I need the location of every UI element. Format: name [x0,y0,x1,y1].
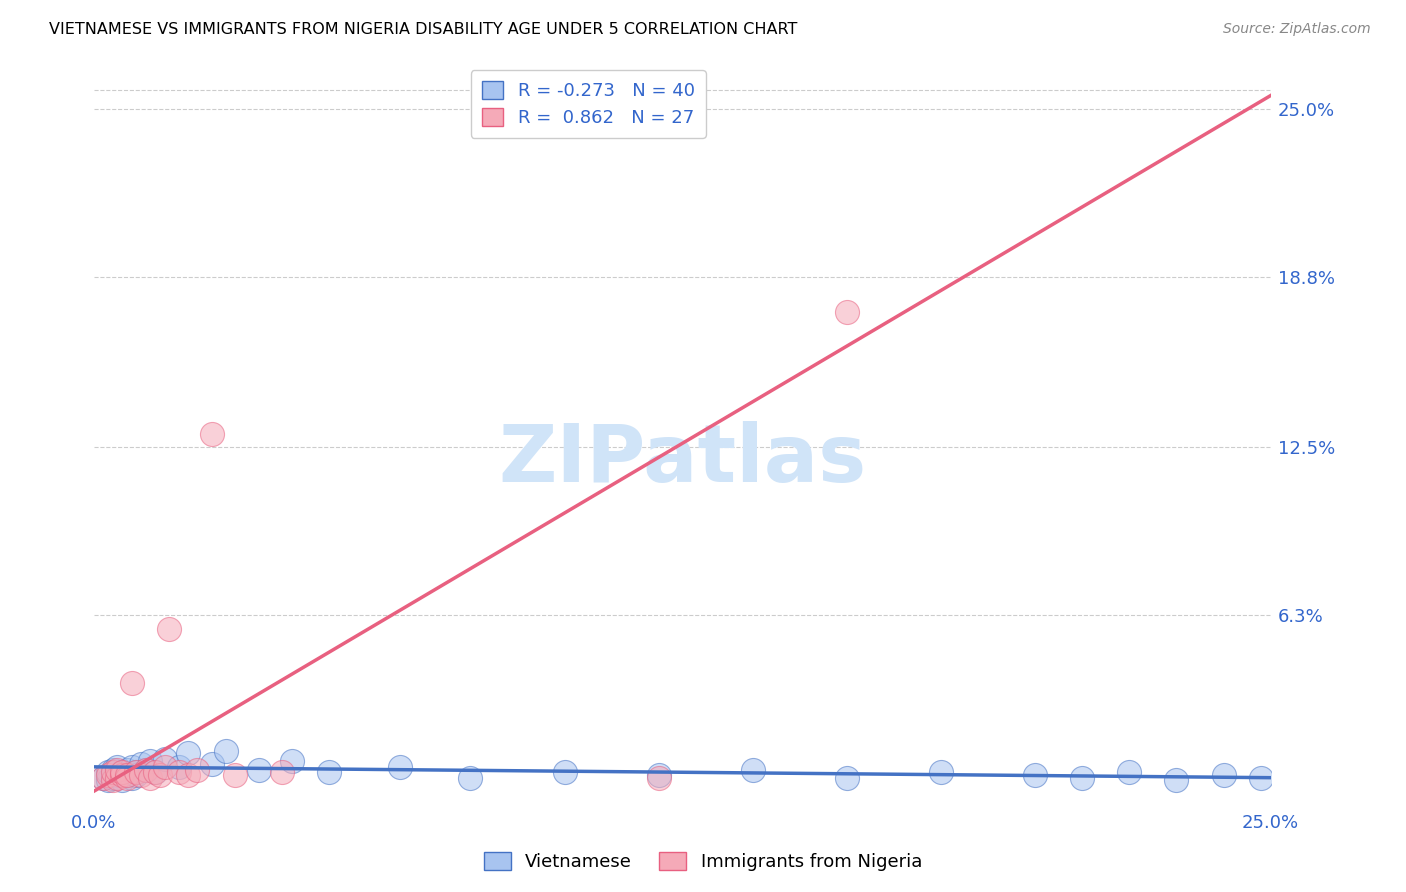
Point [121,771,143,785]
Point [107,771,129,785]
Point [101,763,124,777]
Point [167,760,190,774]
Point [835,305,858,319]
Point [97,768,120,782]
Point [101,771,124,785]
Legend: Vietnamese, Immigrants from Nigeria: Vietnamese, Immigrants from Nigeria [477,845,929,879]
Point [186,763,208,777]
Point [1118,765,1140,780]
Point [200,757,222,772]
Point [129,757,152,772]
Point [91,771,114,785]
Point [280,755,302,769]
Point [125,765,148,780]
Point [153,752,176,766]
Point [107,760,129,774]
Point [143,765,166,780]
Point [1071,771,1094,785]
Point [247,763,270,777]
Point [129,768,152,782]
Point [101,765,124,780]
Point [318,765,340,780]
Point [460,771,482,785]
Point [111,765,134,780]
Point [115,768,138,782]
Point [125,768,148,782]
Point [135,763,157,777]
Text: ZIPatlas: ZIPatlas [498,421,866,500]
Point [111,773,134,788]
Point [167,765,190,780]
Point [157,622,180,636]
Point [139,755,162,769]
Legend: R = -0.273   N = 40, R =  0.862   N = 27: R = -0.273 N = 40, R = 0.862 N = 27 [471,70,706,137]
Point [111,765,134,780]
Point [121,760,143,774]
Point [388,760,411,774]
Point [115,763,138,777]
Point [107,768,129,782]
Text: VIETNAMESE VS IMMIGRANTS FROM NIGERIA DISABILITY AGE UNDER 5 CORRELATION CHART: VIETNAMESE VS IMMIGRANTS FROM NIGERIA DI… [49,22,797,37]
Point [107,763,129,777]
Point [835,771,858,785]
Point [101,773,124,788]
Point [97,773,120,788]
Text: Source: ZipAtlas.com: Source: ZipAtlas.com [1223,22,1371,37]
Point [149,768,172,782]
Point [1212,768,1234,782]
Point [115,771,138,785]
Point [1024,768,1046,782]
Point [929,765,952,780]
Point [143,765,166,780]
Point [554,765,576,780]
Point [177,768,200,782]
Point [135,763,157,777]
Point [1166,773,1188,788]
Point [224,768,246,782]
Point [121,676,143,690]
Point [648,768,671,782]
Point [215,743,238,757]
Point [97,765,120,780]
Point [125,765,148,780]
Point [153,760,176,774]
Point [271,765,294,780]
Point [115,768,138,782]
Point [111,768,134,782]
Point [177,747,200,761]
Point [1250,771,1272,785]
Point [91,771,114,785]
Point [200,426,222,441]
Point [648,771,671,785]
Point [741,763,763,777]
Point [139,771,162,785]
